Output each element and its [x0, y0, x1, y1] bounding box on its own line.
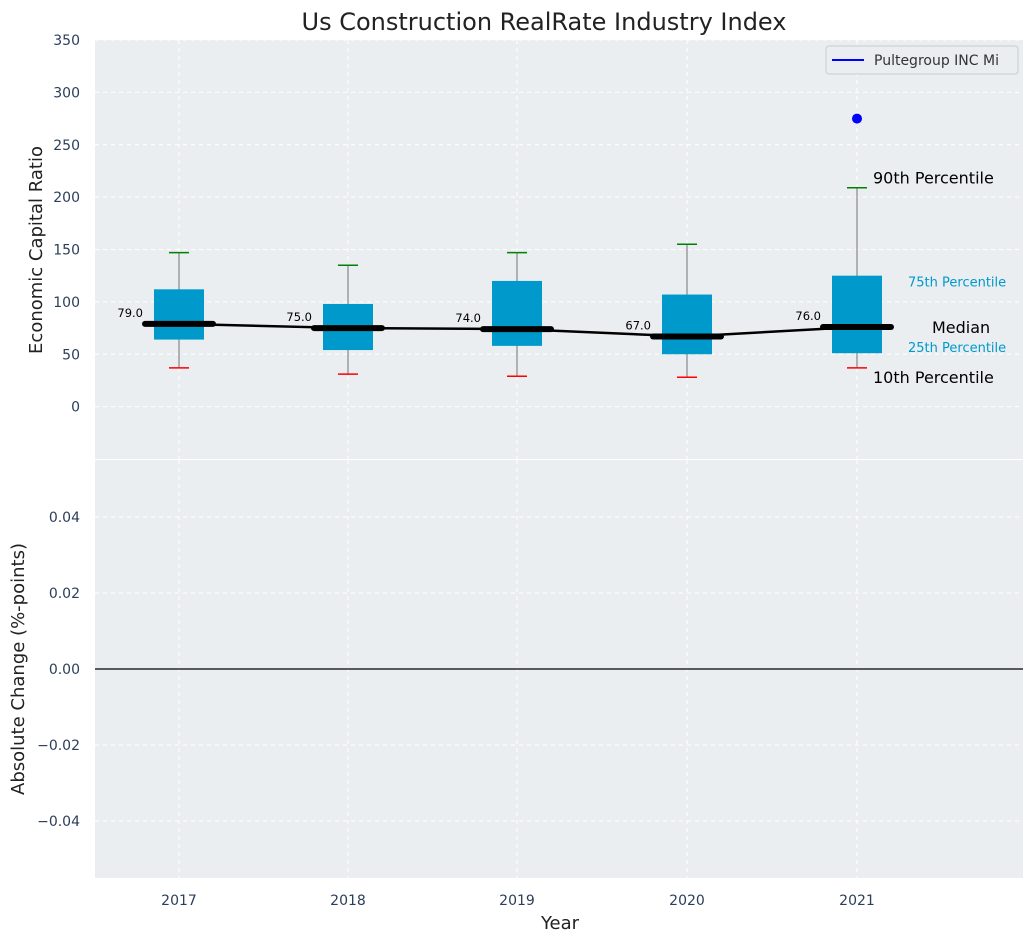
annotation-p10: 10th Percentile: [873, 368, 994, 387]
top-y-tick-label: 250: [53, 138, 80, 154]
top-y-tick-label: 350: [53, 33, 80, 49]
median-value-label: 76.0: [795, 309, 821, 323]
top-y-tick-label: 150: [53, 243, 80, 259]
top-y-tick-label: 100: [53, 295, 80, 311]
top-y-axis-label: Economic Capital Ratio: [26, 146, 47, 354]
annotation-median: Median: [932, 318, 990, 337]
median-value-label: 74.0: [455, 311, 481, 325]
top-y-tick-label: 50: [62, 347, 80, 363]
annotation-p75: 75th Percentile: [908, 276, 1006, 291]
bottom-y-tick-label: 0.04: [49, 510, 80, 526]
legend: Pultegroup INC Mi: [825, 45, 1019, 75]
top-y-tick-label: 0: [71, 400, 80, 416]
x-axis-label: Year: [540, 913, 580, 934]
median-value-label: 79.0: [117, 306, 143, 320]
bottom-y-tick-label: −0.02: [37, 738, 80, 754]
annotation-p25: 25th Percentile: [908, 341, 1006, 356]
top-y-tick-label: 200: [53, 190, 80, 206]
bottom-y-tick-label: 0.02: [49, 586, 80, 602]
x-tick-label: 2017: [161, 893, 197, 909]
bottom-y-axis-label: Absolute Change (%-points): [8, 543, 29, 795]
top-y-tick-label: 300: [53, 85, 80, 101]
median-value-label: 67.0: [625, 318, 651, 332]
top-panel: 0 50 100 150 200 250 300 350 79.0 75.0 74.0 67.0 76.…: [53, 33, 1023, 459]
bottom-y-tick-label: 0.00: [49, 662, 80, 678]
bottom-y-tick-label: −0.04: [37, 814, 80, 830]
bottom-panel: −0.04 −0.02 0.00 0.02 0.04 2017 2018 2019 2020 20…: [37, 460, 1023, 909]
legend-entry: Pultegroup INC Mi: [874, 53, 999, 69]
iqr-box: [154, 289, 204, 340]
x-tick-label: 2021: [839, 893, 875, 909]
annotation-p90: 90th Percentile: [873, 169, 994, 188]
x-tick-label: 2019: [499, 893, 535, 909]
iqr-box: [662, 294, 712, 355]
x-tick-label: 2020: [669, 893, 705, 909]
iqr-box: [492, 280, 542, 346]
iqr-box: [832, 275, 882, 354]
legend-box: [825, 45, 1019, 75]
x-tick-label: 2018: [330, 893, 366, 909]
company-point: [852, 113, 862, 124]
median-value-label: 75.0: [286, 310, 312, 324]
chart-title: Us Construction RealRate Industry Index: [302, 8, 787, 36]
